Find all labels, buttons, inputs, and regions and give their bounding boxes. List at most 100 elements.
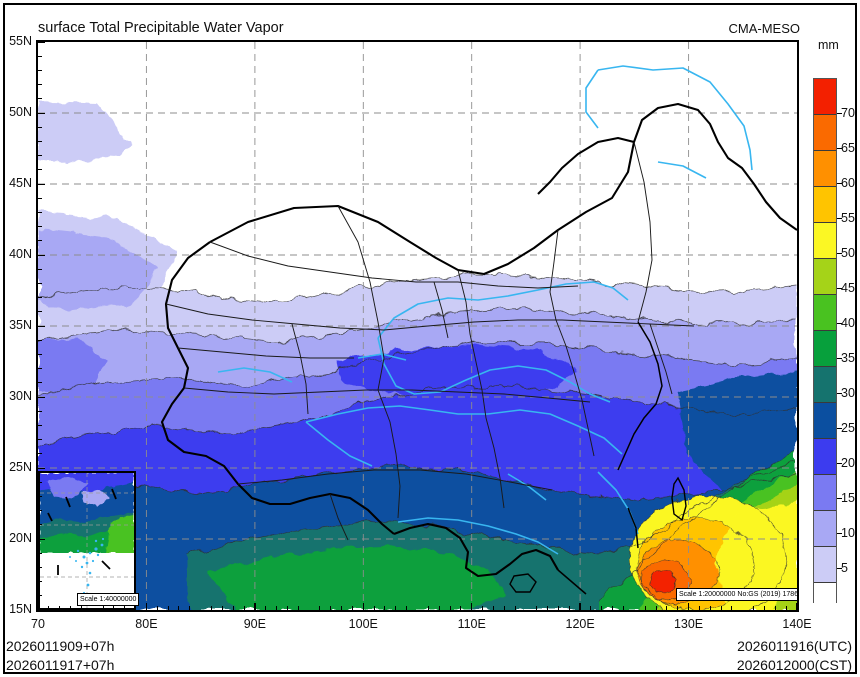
x-axis-minor-tick — [102, 606, 104, 610]
x-axis-minor-tick — [460, 606, 462, 610]
inset-boundary-dashes — [47, 488, 117, 575]
init-time-1: 2026011909+07h — [6, 638, 115, 654]
colorbar-tick-mark — [837, 532, 842, 534]
colorbar-tick-mark — [837, 182, 842, 184]
y-axis-minor-tick — [38, 69, 42, 71]
y-axis-minor-tick — [38, 126, 42, 128]
y-axis-minor-tick — [38, 339, 42, 341]
x-axis-minor-tick — [80, 606, 82, 610]
x-axis-minor-tick — [623, 606, 624, 610]
y-axis-tick-mark — [38, 467, 45, 469]
coastline — [557, 321, 663, 595]
y-axis-minor-tick — [38, 297, 42, 299]
colorbar-band — [814, 582, 836, 618]
y-axis-minor-tick — [38, 268, 42, 270]
x-axis-minor-tick — [221, 606, 223, 610]
page-title: surface Total Precipitable Water Vapor — [38, 20, 284, 36]
x-axis-tick-mark — [796, 603, 798, 610]
map-plot-area[interactable]: Scale 1:20000000 No:GS (2019) 1786 — [36, 40, 799, 612]
colorbar-tick-mark — [837, 567, 842, 569]
valid-time-cst: 2026012000(CST) — [736, 657, 852, 673]
x-axis-minor-tick — [557, 606, 559, 610]
model-label: CMA-MESO — [728, 21, 801, 36]
x-axis-minor-tick — [438, 606, 440, 610]
colorbar-tick-label: 65 — [841, 141, 855, 155]
x-axis-minor-tick — [677, 606, 679, 610]
colorbar-unit-label: mm — [818, 38, 839, 52]
y-axis-minor-tick — [38, 55, 42, 57]
colorbar-tick-label: 5 — [841, 561, 848, 575]
colorbar-tick-label: 15 — [841, 491, 855, 505]
x-axis-minor-tick — [612, 606, 614, 610]
colorbar-tick-mark — [837, 147, 842, 149]
y-axis-minor-tick — [38, 424, 42, 426]
colorbar-tick-label: 35 — [841, 351, 855, 365]
colorbar-tick-label: 25 — [841, 421, 855, 435]
colorbar-tick-label: 45 — [841, 281, 855, 295]
colorbar-band — [814, 546, 836, 582]
colorbar-band — [814, 294, 836, 330]
provincial-borders — [165, 141, 695, 541]
inset-contour-map — [40, 473, 134, 608]
y-axis-minor-tick — [38, 197, 42, 199]
x-axis-minor-tick — [156, 606, 158, 610]
colorbar-tick-mark — [837, 462, 842, 464]
y-axis-tick-mark — [38, 41, 45, 43]
x-axis-minor-tick — [319, 606, 321, 610]
x-axis-tick-label: 80E — [135, 617, 158, 631]
y-axis-minor-tick — [38, 353, 42, 355]
y-axis-tick-mark — [38, 609, 45, 611]
y-axis-tick-label: 35N — [9, 318, 32, 332]
y-axis-tick-mark — [38, 112, 45, 114]
colorbar-band — [814, 222, 836, 258]
colorbar-tick-label: 10 — [841, 526, 855, 540]
inset-scale-note: Scale 1:40000000 — [77, 593, 140, 606]
x-axis-minor-tick — [297, 606, 299, 610]
rivers — [217, 65, 753, 555]
colorbar-band — [814, 330, 836, 366]
y-axis-tick-label: 40N — [9, 247, 32, 261]
x-axis-minor-tick — [568, 606, 570, 610]
x-axis-minor-tick — [113, 606, 115, 610]
colorbar-tick-mark — [837, 112, 842, 114]
y-axis-tick-label: 30N — [9, 389, 32, 403]
x-axis-minor-tick — [178, 606, 180, 610]
x-axis-minor-tick — [655, 606, 657, 610]
y-axis-minor-tick — [38, 524, 42, 526]
y-axis-minor-tick — [38, 169, 42, 171]
y-axis-minor-tick — [38, 282, 42, 284]
y-axis-minor-tick — [38, 453, 42, 455]
colorbar-band — [814, 438, 836, 474]
colorbar-band — [814, 150, 836, 186]
y-axis-tick-label: 50N — [9, 105, 32, 119]
x-axis-tick-mark — [145, 603, 148, 610]
y-axis-minor-tick — [38, 566, 42, 568]
x-axis-minor-tick — [265, 606, 267, 610]
x-axis-tick-label: 90E — [243, 617, 266, 631]
y-axis-minor-tick — [38, 495, 42, 497]
colorbar-band — [814, 79, 836, 114]
x-axis-minor-tick — [785, 606, 787, 610]
x-axis-minor-tick — [514, 606, 516, 610]
colorbar[interactable] — [813, 78, 837, 618]
graticule — [38, 42, 797, 610]
y-axis-minor-tick — [38, 410, 42, 412]
x-axis-minor-tick — [351, 606, 353, 610]
y-axis-minor-tick — [38, 368, 42, 370]
x-axis-tick-mark — [362, 603, 365, 610]
colorbar-band — [814, 366, 836, 402]
y-axis-tick-mark — [38, 396, 45, 398]
y-axis-minor-tick — [38, 510, 42, 512]
colorbar-tick-mark — [837, 427, 842, 429]
init-time-2: 2026011917+07h — [6, 657, 115, 673]
y-axis-tick-mark — [38, 183, 45, 185]
inset-map-south-china-sea[interactable] — [38, 471, 136, 610]
x-axis-minor-tick — [59, 606, 61, 610]
x-axis-minor-tick — [189, 606, 191, 610]
x-axis-tick-label: 100E — [348, 617, 378, 631]
x-axis-minor-tick — [373, 606, 375, 610]
x-axis-minor-tick — [774, 606, 776, 610]
colorbar-band — [814, 402, 836, 438]
colorbar-tick-label: 50 — [841, 246, 855, 260]
